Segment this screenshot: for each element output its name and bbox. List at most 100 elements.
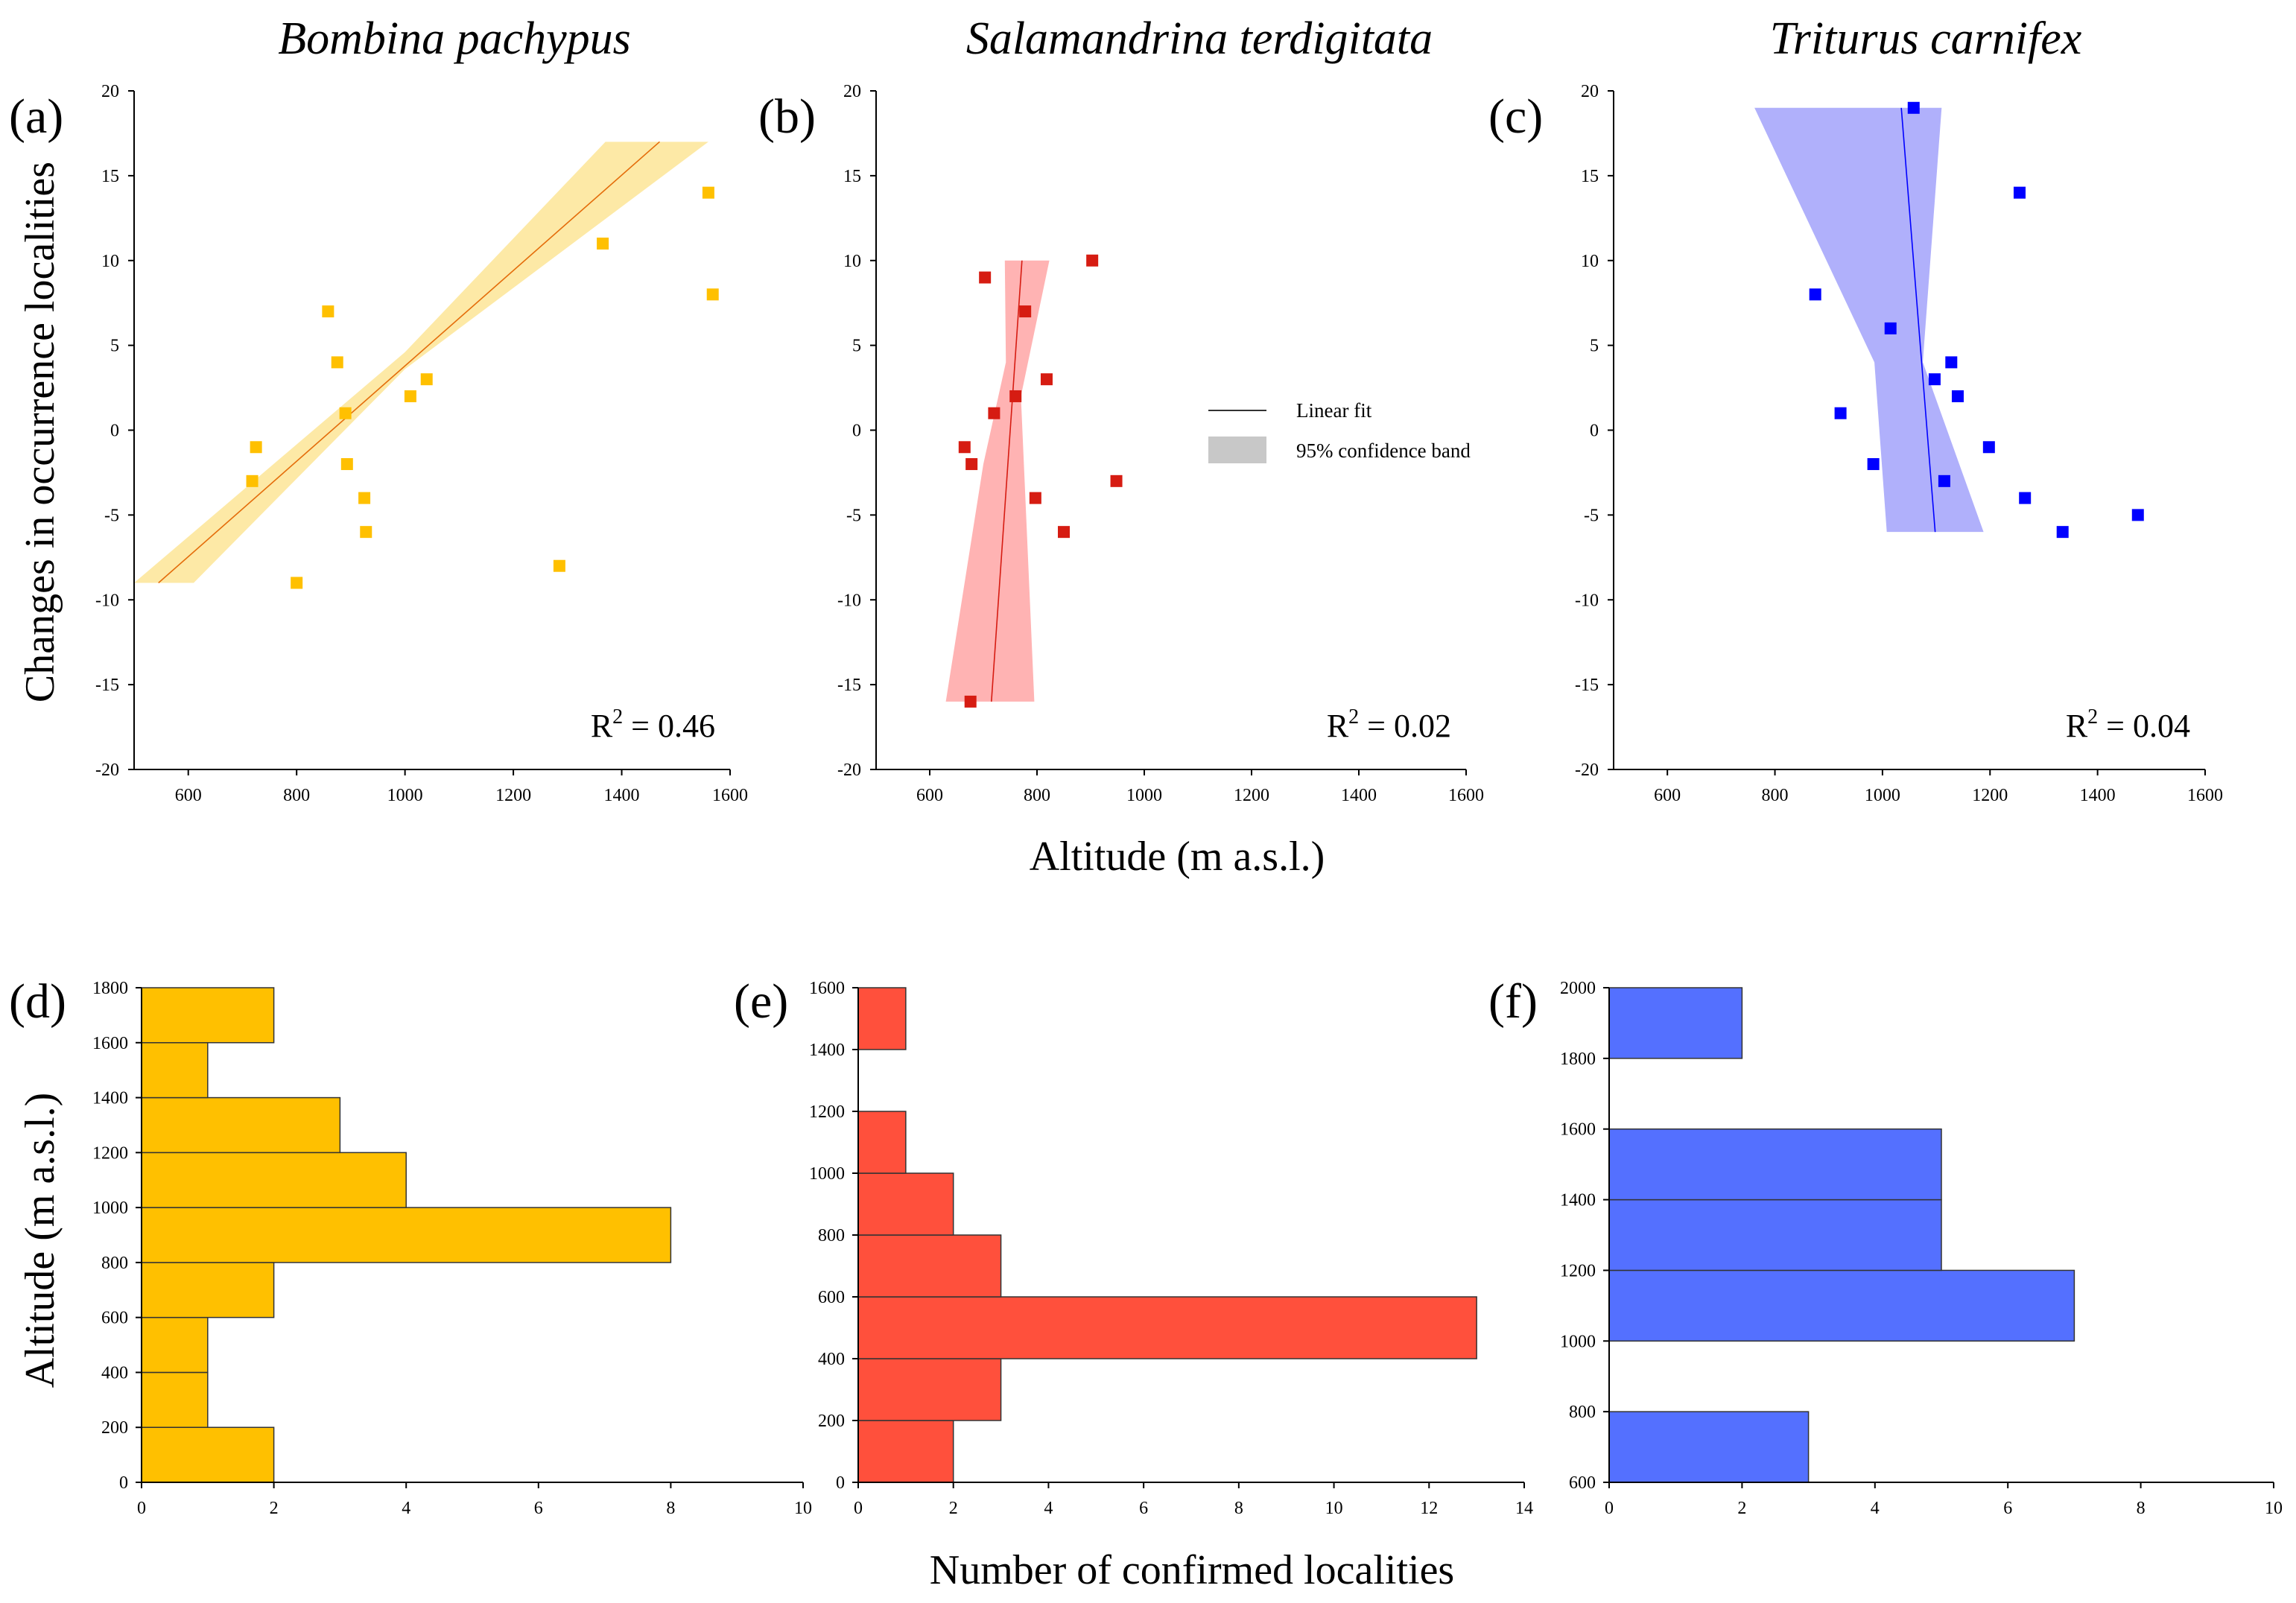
y-tick-label-b: -5 [846,506,861,525]
x-tick-label-c: 1200 [1972,786,2008,805]
legend-band-swatch [1208,437,1266,463]
data-point-b-7 [1019,305,1032,318]
y-tick-label-a: -15 [95,676,119,695]
data-point-c-6 [1928,373,1941,386]
histogram-bar-f-1 [1608,1411,1810,1483]
data-point-b-11 [1086,254,1099,267]
histogram-bar-d-6 [141,1152,407,1208]
y-tick-label-d: 1600 [92,1034,128,1053]
histogram-bar-d-9 [141,987,275,1044]
data-point-b-10 [1058,526,1070,539]
x-tick-label-a: 1000 [387,786,423,805]
top-y-axis-title: Changes in occurrence localities [17,162,63,702]
linear-fit-line-b [991,260,1023,702]
data-point-a-15 [706,288,719,301]
histogram-bar-f-5 [1608,1128,1942,1201]
species-title-a: Bombina pachypus [278,13,631,64]
data-point-a-6 [339,407,352,419]
data-point-c-14 [2131,509,2144,521]
data-point-b-3 [964,695,977,708]
panel-f-histogram: (f) 600 800 1000 1200 1400 1600 1800 2000 0 2 4 6 8 10 [1488,974,2283,1518]
confidence-band-a [134,142,708,583]
y-tick-label-f: 2000 [1560,979,1596,998]
data-point-a-7 [340,458,353,471]
x-tick-label-f: 0 [1605,1499,1614,1518]
data-point-a-12 [553,559,565,572]
data-point-c-11 [2013,186,2026,199]
y-tick-label-f: 600 [1569,1473,1596,1493]
r-squared-a: R2 = 0.46 [591,705,715,744]
y-tick-label-f: 1000 [1560,1332,1596,1351]
y-tick-label-b: 5 [852,337,861,356]
y-tick-label-a: -10 [95,591,119,610]
x-tick-label-b: 1200 [1234,786,1269,805]
data-point-c-4 [1884,322,1897,334]
legend-band-label: 95% confidence band [1296,439,1471,462]
y-tick-label-e: 600 [818,1288,845,1307]
y-tick-label-b: -15 [837,676,861,695]
data-point-a-10 [404,390,416,402]
data-point-b-4 [979,271,992,284]
data-point-c-7 [1938,474,1950,487]
y-tick-label-a: -20 [95,761,119,780]
data-point-a-14 [702,186,714,199]
y-tick-label-a: 10 [101,252,119,271]
y-tick-label-d: 1800 [92,979,128,998]
legend-line-label: Linear fit [1296,399,1372,422]
x-tick-label-e: 2 [949,1499,958,1518]
top-x-axis-title: Altitude (m a.s.l.) [1030,834,1325,880]
x-tick-label-f: 6 [2003,1499,2012,1518]
y-tick-label-d: 1400 [92,1089,128,1108]
panel-label-b: (b) [758,89,816,144]
r-squared-b: R2 = 0.02 [1327,705,1451,744]
panel-label-e: (e) [734,974,788,1029]
data-point-b-1 [958,441,971,454]
data-point-a-4 [322,305,334,318]
panel-e-histogram: (e) 0 200 400 600 800 1000 1200 1400 1600 0 2 4 6 8 10 1… [734,974,1533,1518]
data-point-a-9 [360,526,372,539]
y-tick-label-c: -20 [1575,761,1599,780]
x-tick-label-c: 1000 [1865,786,1900,805]
data-point-c-3 [1867,458,1880,471]
x-tick-label-a: 1600 [712,786,748,805]
x-tick-label-e: 6 [1139,1499,1148,1518]
y-tick-label-b: -10 [837,591,861,610]
panel-label-a: (a) [9,89,63,144]
y-tick-label-b: 10 [843,252,861,271]
y-tick-label-f: 1400 [1560,1191,1596,1210]
r-squared-c: R2 = 0.04 [2066,705,2190,744]
histogram-bar-d-5 [141,1207,672,1263]
y-tick-label-d: 0 [119,1473,128,1493]
data-point-b-5 [988,407,1000,419]
data-point-c-13 [2056,526,2069,539]
histogram-bar-e-8 [857,987,907,1050]
x-tick-label-f: 2 [1737,1499,1746,1518]
x-tick-label-b: 600 [916,786,943,805]
x-tick-label-a: 1400 [604,786,640,805]
bottom-y-axis-title: Altitude (m a.s.l.) [17,1093,63,1388]
histogram-bar-e-2 [857,1358,1002,1421]
data-point-c-12 [2019,492,2032,504]
data-point-b-9 [1040,373,1053,386]
y-tick-label-e: 1600 [809,979,845,998]
data-point-b-2 [965,458,978,471]
panel-c-scatter: (c) Triturus carnifex -20 -15 -10 -5 0 5 10 15 20 6… [1488,13,2223,805]
data-point-a-13 [597,237,609,250]
data-point-a-5 [331,356,343,369]
histogram-bar-e-1 [857,1420,954,1483]
x-tick-label-c: 1600 [2187,786,2223,805]
y-tick-label-f: 1200 [1560,1261,1596,1280]
x-tick-label-b: 1600 [1448,786,1484,805]
histogram-bar-e-6 [857,1111,907,1174]
confidence-band-b [945,260,1050,702]
x-tick-label-b: 1000 [1126,786,1162,805]
histogram-bar-d-4 [141,1262,275,1318]
y-tick-label-e: 0 [836,1473,845,1493]
y-tick-label-d: 400 [101,1363,128,1383]
x-tick-label-c: 800 [1762,786,1789,805]
panel-label-d: (d) [9,974,66,1029]
x-tick-label-d: 2 [270,1499,279,1518]
x-tick-label-e: 10 [1325,1499,1343,1518]
legend: Linear fit 95% confidence band [1208,399,1471,463]
